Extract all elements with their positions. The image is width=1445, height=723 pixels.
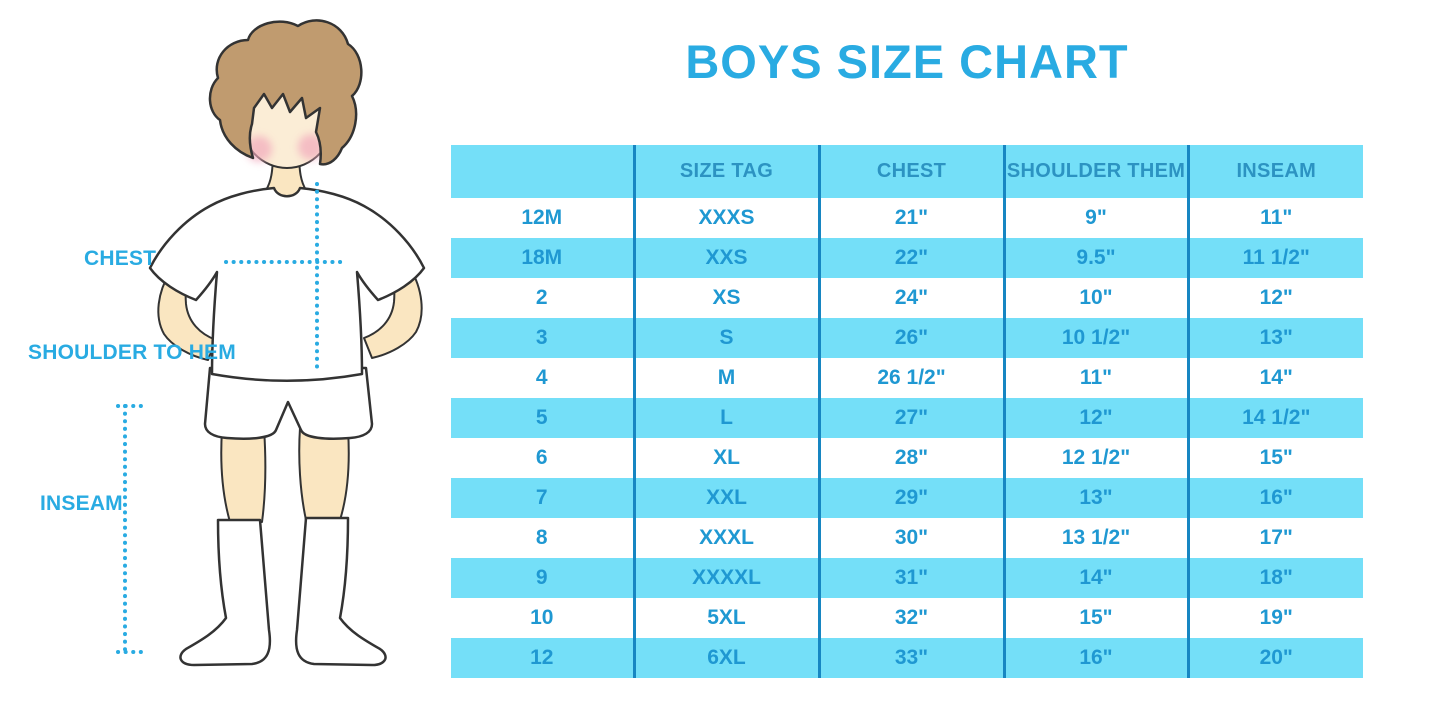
col-header-shoulder-them: SHOULDER THEM — [1002, 145, 1188, 198]
shoulder-to-hem-label: SHOULDER TO HEM — [28, 341, 236, 364]
table-cell: XXXXL — [632, 558, 819, 598]
table-cell: 20" — [1186, 638, 1363, 678]
table-cell: 22" — [817, 238, 1004, 278]
table-cell: XS — [632, 278, 819, 318]
table-cell: XXS — [632, 238, 819, 278]
table-row: 2 XS 24" 10" 12" — [451, 278, 1363, 318]
table-cell: 7 — [535, 486, 548, 509]
table-cell: 8 — [535, 526, 548, 549]
table-cell: XXXS — [632, 198, 819, 238]
table-row: 9 XXXXL 31" 14" 18" — [451, 558, 1363, 598]
table-cell: 2 — [535, 286, 548, 309]
size-table-header: SIZE TAG CHEST SHOULDER THEM INSEAM — [451, 145, 1363, 198]
table-cell: 30" — [817, 518, 1004, 558]
table-cell: 26 1/2" — [817, 358, 1004, 398]
boy-right-leg — [298, 427, 350, 521]
table-cell: 11" — [1002, 358, 1188, 398]
table-cell: 18M — [521, 246, 563, 269]
table-cell: 12" — [1186, 278, 1363, 318]
table-cell: 11" — [1186, 198, 1363, 238]
table-cell: 9" — [1002, 198, 1188, 238]
table-cell: 29" — [817, 478, 1004, 518]
table-cell: 12 — [530, 646, 554, 669]
table-cell: 9 — [535, 566, 548, 589]
table-cell: 14" — [1002, 558, 1188, 598]
col-header-size — [451, 145, 634, 198]
table-cell: 6 — [535, 446, 548, 469]
table-cell: 3 — [535, 326, 548, 349]
table-cell: 12M — [521, 206, 563, 229]
table-row: 4 M 26 1/2" 11" 14" — [451, 358, 1363, 398]
table-cell: 17" — [1186, 518, 1363, 558]
table-cell: 31" — [817, 558, 1004, 598]
table-cell: 18" — [1186, 558, 1363, 598]
col-header-size-tag: SIZE TAG — [632, 145, 819, 198]
table-cell: 15" — [1186, 438, 1363, 478]
table-cell: 9.5" — [1002, 238, 1188, 278]
boy-shorts — [203, 366, 374, 440]
table-cell: 15" — [1002, 598, 1188, 638]
boy-left-sock — [179, 518, 272, 667]
table-cell: 10" — [1002, 278, 1188, 318]
boy-illustration — [116, 19, 426, 667]
table-cell: S — [632, 318, 819, 358]
col-header-inseam: INSEAM — [1186, 145, 1363, 198]
table-cell: 6XL — [632, 638, 819, 678]
inseam-label: INSEAM — [40, 492, 123, 515]
table-cell: 5 — [535, 406, 548, 429]
table-cell: 5XL — [632, 598, 819, 638]
table-cell: 16" — [1002, 638, 1188, 678]
table-cell: 16" — [1186, 478, 1363, 518]
table-cell: XXXL — [632, 518, 819, 558]
boy-shirt — [148, 186, 426, 382]
header-row: SIZE TAG CHEST SHOULDER THEM INSEAM — [451, 145, 1363, 198]
table-cell: 19" — [1186, 598, 1363, 638]
table-cell: L — [632, 398, 819, 438]
table-row: 18M XXS 22" 9.5" 11 1/2" — [451, 238, 1363, 278]
table-cell: 33" — [817, 638, 1004, 678]
col-header-chest: CHEST — [817, 145, 1004, 198]
table-cell: 12 1/2" — [1002, 438, 1188, 478]
table-cell: 11 1/2" — [1186, 238, 1363, 278]
table-row: 10 5XL 32" 15" 19" — [451, 598, 1363, 638]
table-row: 7 XXL 29" 13" 16" — [451, 478, 1363, 518]
table-cell: 27" — [817, 398, 1004, 438]
table-row: 5 L 27" 12" 14 1/2" — [451, 398, 1363, 438]
chest-label: CHEST — [84, 247, 157, 270]
table-cell: 10 1/2" — [1002, 318, 1188, 358]
table-cell: 21" — [817, 198, 1004, 238]
table-cell: 12" — [1002, 398, 1188, 438]
size-table: SIZE TAG CHEST SHOULDER THEM INSEAM 12M X… — [451, 145, 1363, 678]
table-cell: 13 1/2" — [1002, 518, 1188, 558]
boy-hair — [208, 19, 363, 166]
table-cell: XXL — [632, 478, 819, 518]
table-cell: 32" — [817, 598, 1004, 638]
table-cell: 10 — [530, 606, 554, 629]
table-cell: XL — [632, 438, 819, 478]
table-cell: 13" — [1186, 318, 1363, 358]
table-cell: 14" — [1186, 358, 1363, 398]
table-cell: 28" — [817, 438, 1004, 478]
table-cell: 24" — [817, 278, 1004, 318]
boy-right-sock — [294, 516, 387, 667]
table-cell: 13" — [1002, 478, 1188, 518]
table-cell: 14 1/2" — [1186, 398, 1363, 438]
boy-left-leg — [220, 427, 267, 523]
table-row: 8 XXXL 30" 13 1/2" 17" — [451, 518, 1363, 558]
table-cell: M — [632, 358, 819, 398]
table-row: 3 S 26" 10 1/2" 13" — [451, 318, 1363, 358]
table-row: 12 6XL 33" 16" 20" — [451, 638, 1363, 678]
page-title: BOYS SIZE CHART — [685, 35, 1129, 88]
table-cell: 4 — [535, 366, 548, 389]
size-table-body: 12M XXXS 21" 9" 11" 18M XXS 22" 9.5" 11 1/2" 2 XS 24… — [451, 198, 1363, 678]
table-row: 12M XXXS 21" 9" 11" — [451, 198, 1363, 238]
boy-right-cheek — [298, 134, 324, 160]
table-cell: 26" — [817, 318, 1004, 358]
table-row: 6 XL 28" 12 1/2" 15" — [451, 438, 1363, 478]
